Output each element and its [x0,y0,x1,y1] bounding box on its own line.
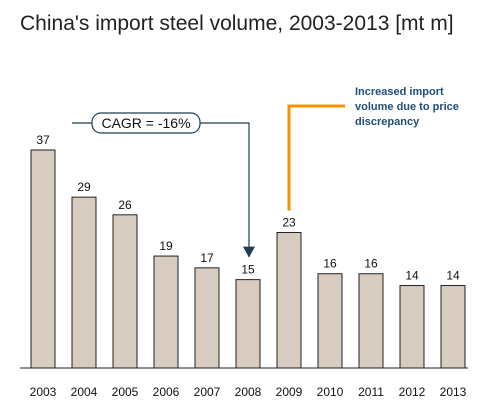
value-label-2008: 15 [241,263,255,277]
note-connector-line [287,104,345,211]
cagr-label: CAGR = -16% [101,115,190,131]
value-label-2007: 17 [200,251,214,265]
tick-label-2013: 2013 [440,385,467,399]
value-label-2003: 37 [36,133,50,147]
value-label-2012: 14 [405,269,419,283]
tick-labels-group: 2003 2004 2005 2006 2007 2008 2009 2010 2011 2012… [30,385,467,399]
value-label-2013: 14 [446,269,460,283]
value-label-2006: 19 [159,239,173,253]
bar-2009 [276,231,302,369]
bar-2008 [235,279,261,369]
note-line-1: Increased import [355,86,444,98]
tick-label-2007: 2007 [194,385,221,399]
bar-2013 [440,285,466,369]
bar-2004 [71,196,97,369]
bar-2003 [30,149,56,369]
bar-2005 [112,214,138,369]
value-label-2011: 16 [364,257,378,271]
note-line-3: discrepancy [355,116,420,128]
cagr-annotation: CAGR = -16% [72,112,255,258]
price-note-annotation: Increased import volume due to price dis… [287,86,459,211]
tick-label-2004: 2004 [71,385,98,399]
cagr-box [91,112,201,134]
tick-label-2006: 2006 [153,385,180,399]
bars-group [30,149,466,369]
value-label-2005: 26 [118,198,132,212]
tick-label-2003: 2003 [30,385,57,399]
cagr-connector-line [72,122,250,248]
value-labels-group: 37 29 26 19 17 15 23 16 16 14 14 [36,133,460,283]
note-line-2: volume due to price [355,101,459,113]
cagr-arrow-head [243,246,255,258]
value-label-2010: 16 [323,257,337,271]
tick-label-2005: 2005 [112,385,139,399]
value-label-2004: 29 [77,180,91,194]
value-label-2009: 23 [282,215,296,229]
chart-title: China's import steel volume, 2003-2013 [… [20,12,454,35]
tick-label-2008: 2008 [235,385,262,399]
bar-2010 [317,273,343,369]
tick-label-2012: 2012 [399,385,426,399]
tick-label-2010: 2010 [317,385,344,399]
bar-2006 [153,255,179,369]
tick-label-2009: 2009 [276,385,303,399]
tick-label-2011: 2011 [358,385,384,399]
bar-2011 [358,273,384,369]
bar-2007 [194,267,220,369]
bar-2012 [399,285,425,369]
